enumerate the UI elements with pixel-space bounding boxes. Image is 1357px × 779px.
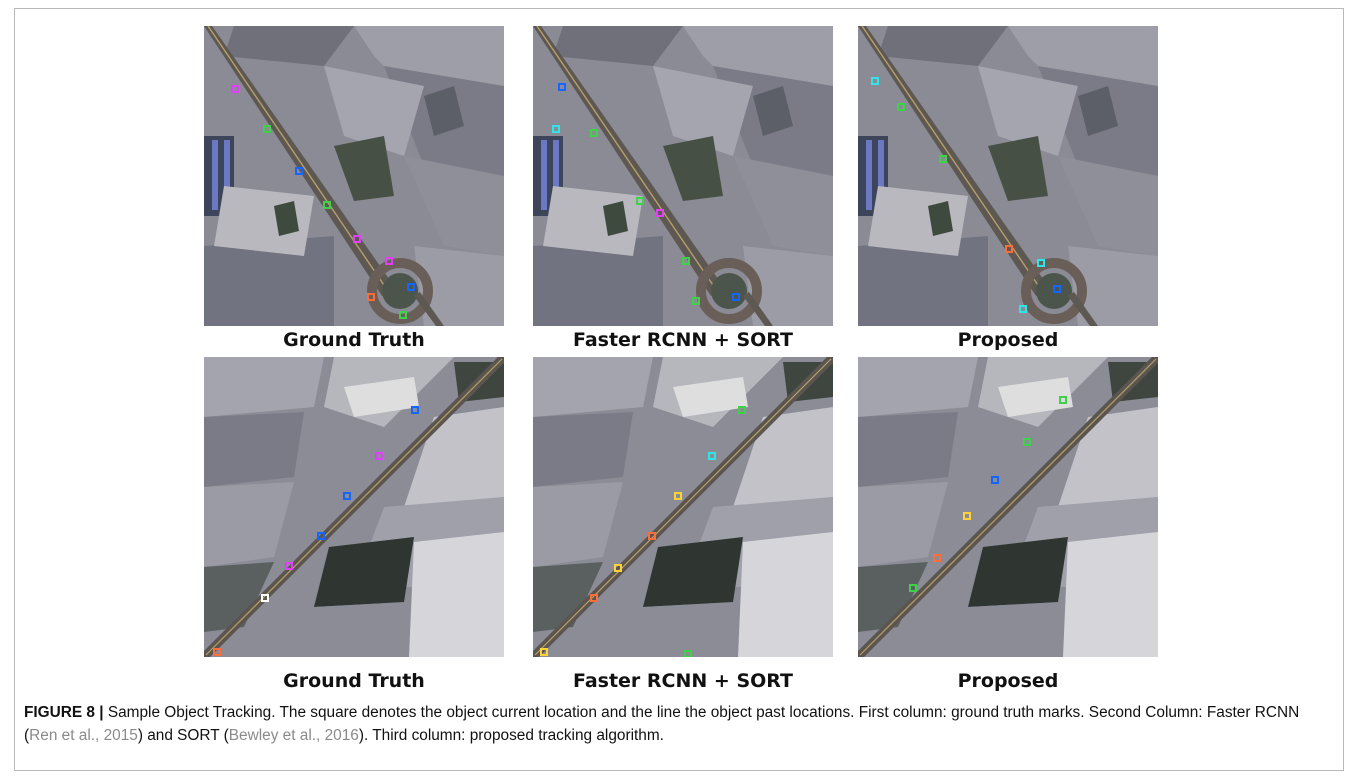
column-label-ground-truth-row2: Ground Truth: [283, 670, 425, 692]
column-label-proposed-row2: Proposed: [957, 670, 1059, 692]
track-marks: [909, 396, 1067, 592]
panel-faster-rcnn-roundabout: [533, 26, 833, 326]
panel-proposed-highway: [858, 357, 1158, 657]
aerial-image-roundabout: [858, 26, 1158, 326]
citation-link[interactable]: Bewley et al., 2016: [228, 727, 359, 744]
column-label-proposed: Proposed: [957, 329, 1059, 351]
column-label-faster-rcnn-row2: Faster RCNN + SORT: [572, 670, 794, 692]
column-label-faster-rcnn: Faster RCNN + SORT: [572, 329, 794, 351]
track-marks: [552, 83, 740, 305]
track-marks: [213, 406, 419, 656]
track-marks: [540, 406, 746, 657]
aerial-image-roundabout: [204, 26, 504, 326]
figure-label: FIGURE 8 |: [24, 704, 104, 721]
aerial-image-highway: [533, 357, 833, 657]
track-marks: [231, 85, 415, 319]
aerial-image-highway: [204, 357, 504, 657]
column-label-ground-truth: Ground Truth: [283, 329, 425, 351]
caption-text: ). Third column: proposed tracking algor…: [358, 727, 664, 744]
aerial-image-roundabout: [533, 26, 833, 326]
track-marks: [871, 77, 1061, 313]
panel-faster-rcnn-highway: [533, 357, 833, 657]
figure-frame: [14, 8, 1344, 771]
figure-caption: FIGURE 8 | Sample Object Tracking. The s…: [24, 701, 1329, 747]
citation-link[interactable]: Ren et al., 2015: [29, 727, 138, 744]
caption-text: ) and SORT (: [137, 727, 229, 744]
aerial-image-highway: [858, 357, 1158, 657]
panel-ground-truth-highway: [204, 357, 504, 657]
panel-ground-truth-roundabout: [204, 26, 504, 326]
caption-text: Sample Object Tracking. The square denot…: [24, 704, 1300, 744]
panel-proposed-roundabout: [858, 26, 1158, 326]
